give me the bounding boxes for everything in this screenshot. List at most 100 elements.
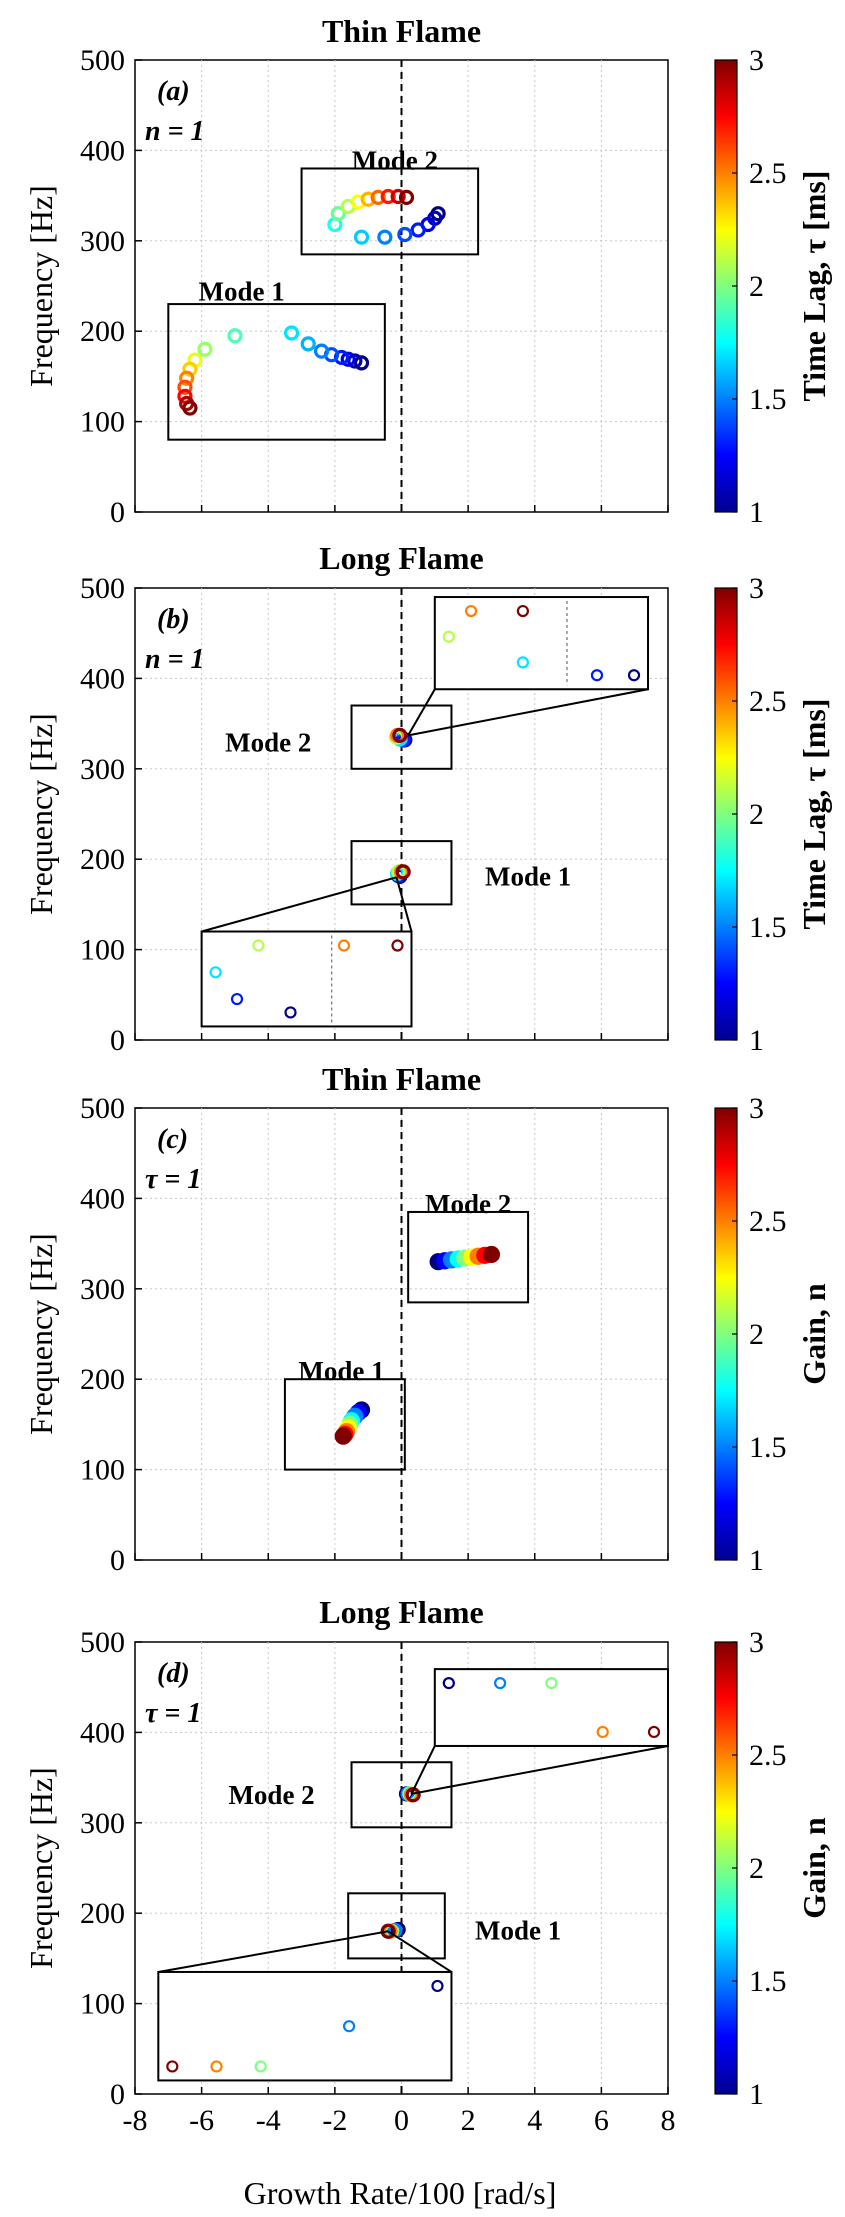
colorbar-tick-label: 1 [749,1024,764,1057]
inset-data-point [627,669,641,682]
inset-data-point [464,604,478,618]
panel-letter: (d) [157,1658,190,1689]
param-label: n = 1 [145,116,205,147]
colorbar-tick-label: 1.5 [749,383,787,416]
x-axis-label: Growth Rate/100 [rad/s] [244,2175,557,2211]
y-tick-label: 400 [80,662,125,695]
inset-data-point [210,2060,223,2073]
colorbar-tick-label: 2.5 [749,1205,787,1238]
mode-label: Mode 1 [475,1915,561,1945]
y-tick-label: 300 [80,753,125,786]
data-point [177,388,193,404]
mode-label: Mode 2 [352,145,438,175]
y-tick-label: 0 [110,2078,125,2111]
data-point [283,325,300,341]
inset-data-point [596,1725,609,1739]
data-point [347,353,363,369]
x-tick-label: -4 [256,2104,281,2137]
colorbar-tick-label: 2 [749,1852,764,1885]
y-tick-label: 200 [80,843,125,876]
mode-box [407,1210,530,1304]
inset-connector [411,1744,669,1795]
y-tick-label: 100 [80,934,125,967]
inset-data-point [442,630,455,643]
inset-data-point [166,2060,179,2073]
y-tick-label: 400 [80,1182,125,1215]
data-point [380,1923,396,1939]
colorbar-label: Time Lag, τ [ms] [796,170,832,401]
data-point [395,864,411,880]
data-point [482,1245,501,1264]
data-point [300,336,316,352]
y-tick-label: 300 [80,1273,125,1306]
data-point [227,328,243,344]
y-tick-label: 500 [80,1092,125,1125]
panel-letter: (b) [157,604,190,635]
colorbar-tick-label: 1 [749,496,764,529]
x-tick-label: -2 [322,2104,347,2137]
mode-label: Mode 2 [228,1780,314,1810]
data-point [377,229,393,245]
y-tick-label: 100 [80,1988,125,2021]
colorbar-tick-label: 3 [749,572,764,605]
inset-box [433,1668,669,1747]
data-point [313,343,330,359]
y-tick-label: 0 [110,496,125,529]
x-tick-label: -6 [189,2104,214,2137]
inset-data-point [342,2020,356,2033]
data-point [392,727,408,743]
data-point [182,400,198,416]
colorbar-tick-label: 2 [749,798,764,831]
y-tick-label: 200 [80,1897,125,1930]
mode-box [300,167,480,256]
inset-data-point [442,1677,455,1690]
x-tick-label: 6 [594,2104,609,2137]
mode-label: Mode 1 [485,861,571,891]
inset-data-point [431,1979,444,1993]
panel-letter: (a) [157,76,190,107]
panel-title: Thin Flame [322,13,481,49]
inset-connector [395,877,413,932]
data-point [330,206,346,222]
y-axis-label: Frequency [Hz] [23,185,59,387]
colorbar-tick-label: 2.5 [749,685,787,718]
data-point [380,188,396,205]
y-tick-label: 500 [80,1626,125,1659]
inset-data-point [284,1006,297,1019]
x-tick-label: 2 [461,2104,476,2137]
colorbar-label: Time Lag, τ [ms] [796,698,832,929]
panel-3: Thin Flame 0 100 200 300 400 500 Frequency [Hz]… [23,1061,832,1577]
y-axis-label: Frequency [Hz] [23,713,59,915]
colorbar-tick-label: 3 [749,44,764,77]
inset-box [433,596,650,691]
x-tick-label: 8 [661,2104,676,2137]
y-tick-label: 0 [110,1544,125,1577]
mode-label: Mode 2 [225,728,311,758]
y-axis-label: Frequency [Hz] [23,1233,59,1435]
inset-data-point [494,1677,507,1690]
param-label: n = 1 [145,644,205,675]
inset-data-point [516,656,529,669]
colorbar-tick-label: 2.5 [749,157,787,190]
mode-box [283,1378,406,1471]
panel-2: Long Flame 0 100 200 300 400 500 Frequency [Hz]… [23,540,832,1057]
colorbar-tick-label: 1 [749,1544,764,1577]
mode-label: Mode 1 [298,1356,384,1386]
y-tick-label: 400 [80,134,125,167]
data-point [340,351,356,367]
data-point [179,370,195,386]
colorbar-tick-label: 1.5 [749,1431,787,1464]
y-tick-label: 200 [80,1363,125,1396]
colorbar-tick-label: 2.5 [749,1739,787,1772]
mode-box [350,704,453,770]
y-tick-label: 0 [110,1024,125,1057]
data-point [353,355,370,371]
colorbar-label: Gain, n [796,1283,832,1385]
inset-connector [407,688,436,736]
inset-data-point [590,669,604,682]
panel-title: Long Flame [319,1594,483,1630]
inset-box [157,1970,453,2082]
y-tick-label: 300 [80,225,125,258]
